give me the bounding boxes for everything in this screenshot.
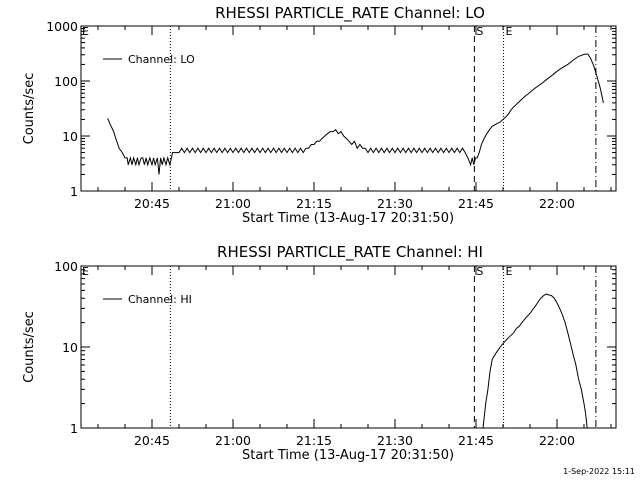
chart-title: RHESSI PARTICLE_RATE Channel: LO	[215, 4, 485, 23]
y-axis-label: Counts/sec	[22, 73, 37, 145]
x-tick-label: 21:45	[458, 433, 494, 448]
x-tick-label: 21:45	[458, 196, 494, 211]
x-tick-label: 21:30	[377, 196, 413, 211]
marker-label: E	[506, 25, 513, 38]
series-line	[482, 293, 588, 428]
y-tick-label: 10	[62, 129, 78, 144]
x-tick-label: 21:00	[215, 433, 251, 448]
series-line	[107, 53, 604, 175]
y-axis-label: Counts/sec	[22, 311, 37, 383]
x-tick-label: 21:15	[296, 433, 332, 448]
x-tick-label: 21:00	[215, 196, 251, 211]
y-tick-label: 100	[54, 74, 78, 89]
y-tick-label: 10	[62, 340, 78, 355]
legend-label: Channel: HI	[128, 293, 192, 306]
x-tick-label: 20:45	[134, 433, 170, 448]
x-tick-label: 22:00	[539, 433, 575, 448]
y-tick-label: 100	[54, 259, 78, 274]
y-tick-label: 1	[70, 184, 78, 199]
chart-panel-lo: RHESSI PARTICLE_RATE Channel: LO 1 10 100 10…	[22, 4, 617, 226]
x-axis-label: Start Time (13-Aug-17 20:31:50)	[242, 211, 454, 226]
corner-marker-label: E	[82, 265, 89, 278]
plot-frame	[80, 265, 617, 429]
x-axis-label: Start Time (13-Aug-17 20:31:50)	[242, 448, 454, 463]
x-tick-label: 21:15	[296, 196, 332, 211]
timestamp-label: 1-Sep-2022 15:11	[563, 467, 635, 476]
corner-marker-label: E	[82, 25, 89, 38]
y-tick-label: 1000	[46, 19, 78, 34]
marker-label: S	[476, 25, 483, 38]
chart-title: RHESSI PARTICLE_RATE Channel: HI	[217, 243, 483, 262]
marker-label: S	[476, 265, 483, 278]
y-tick-label: 1	[70, 421, 78, 436]
x-tick-label: 20:45	[134, 196, 170, 211]
x-tick-label: 21:30	[377, 433, 413, 448]
legend-label: Channel: LO	[128, 53, 195, 66]
plot-frame	[80, 25, 617, 192]
marker-label: E	[506, 265, 513, 278]
x-tick-label: 22:00	[539, 196, 575, 211]
chart-panel-hi: RHESSI PARTICLE_RATE Channel: HI 1 10 100 20…	[22, 243, 617, 463]
